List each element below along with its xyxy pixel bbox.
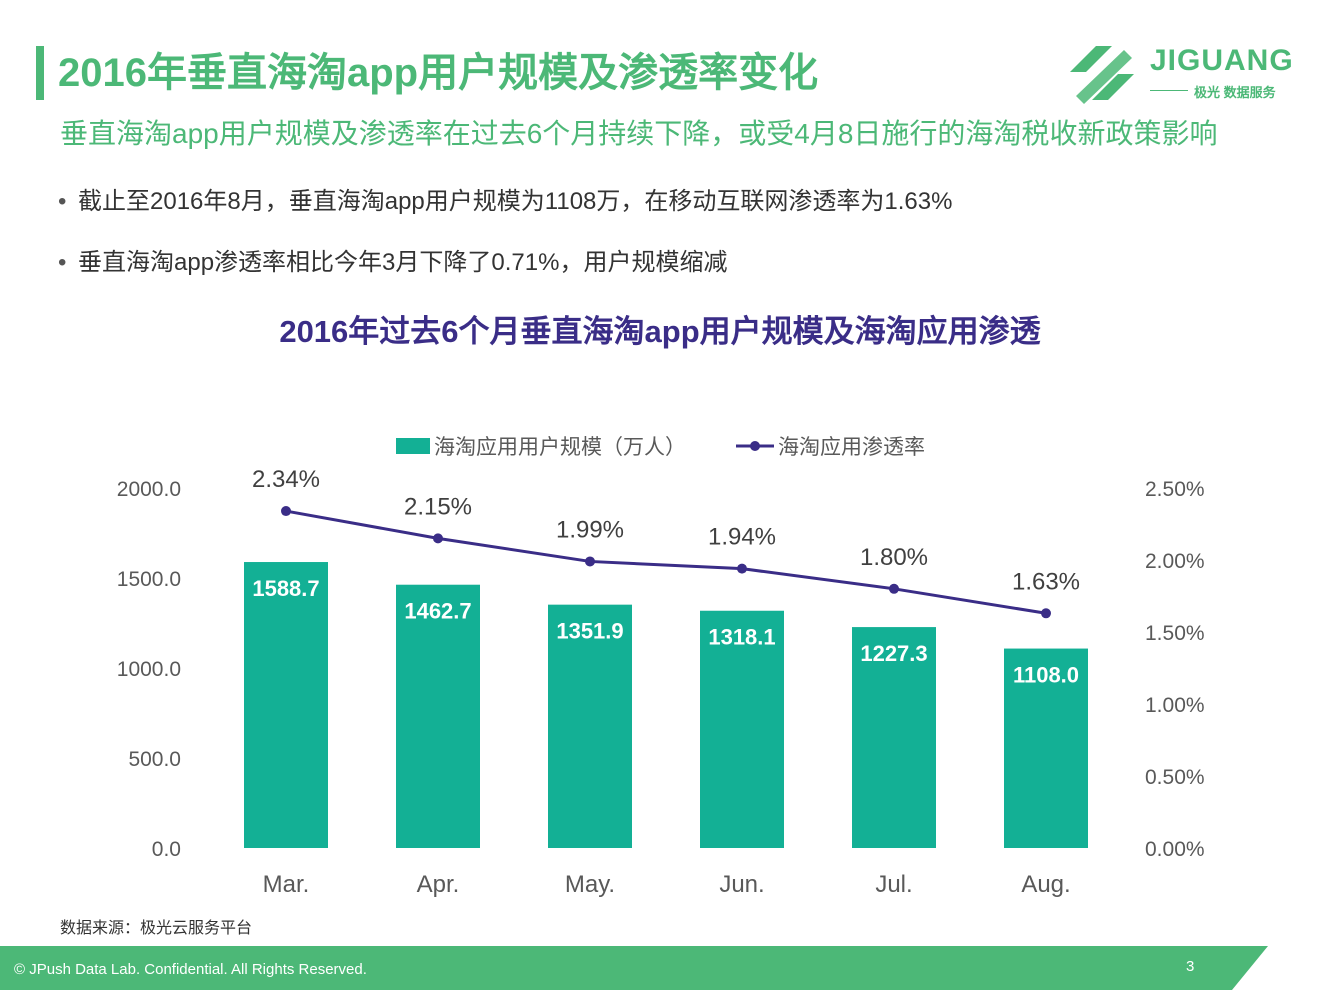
bullet-item: • 截止至2016年8月，垂直海淘app用户规模为1108万，在移动互联网渗透率为… xyxy=(58,180,952,224)
y-right-tick-label: 0.00% xyxy=(1145,838,1205,861)
bar-data-label: 1318.1 xyxy=(708,625,775,650)
line-data-label: 1.63% xyxy=(1012,568,1080,595)
logo-brand: JIGUANG xyxy=(1150,44,1294,77)
footer-band xyxy=(0,946,1268,990)
line-point xyxy=(889,583,899,594)
x-tick-label: Jun. xyxy=(719,871,764,898)
line-data-label: 2.34% xyxy=(252,466,320,493)
y-left-tick-label: 500.0 xyxy=(128,748,181,771)
line-point xyxy=(281,506,291,517)
page-title: 2016年垂直海淘app用户规模及渗透率变化 xyxy=(58,51,819,95)
y-right-tick-label: 0.50% xyxy=(1145,766,1205,789)
y-left-tick-label: 0.0 xyxy=(152,838,181,861)
title-accent-bar xyxy=(36,46,44,100)
page-number: 3 xyxy=(1186,958,1195,975)
y-right-tick-label: 1.50% xyxy=(1145,622,1205,645)
data-source: 数据来源：极光云服务平台 xyxy=(60,920,253,937)
legend-bar-swatch xyxy=(396,438,430,454)
line-point xyxy=(433,533,443,544)
x-tick-label: Aug. xyxy=(1021,871,1070,898)
bar-data-label: 1108.0 xyxy=(1013,663,1079,688)
y-right-tick-label: 1.00% xyxy=(1145,694,1205,717)
bar-data-label: 1462.7 xyxy=(404,599,471,624)
jiguang-logo-icon xyxy=(1070,46,1134,104)
y-right-tick-label: 2.50% xyxy=(1145,478,1205,501)
line-data-label: 2.15% xyxy=(404,493,472,520)
penetration-line xyxy=(285,509,1047,615)
footer-copyright: © JPush Data Lab. Confidential. All Righ… xyxy=(14,961,367,978)
x-tick-label: May. xyxy=(565,871,615,898)
jiguang-logo: JIGUANG 极光 数据服务 xyxy=(1066,42,1293,106)
legend-line-label: 海淘应用渗透率 xyxy=(778,436,925,459)
logo-tagline: 极光 数据服务 xyxy=(1194,85,1276,100)
page-subtitle: 垂直海淘app用户规模及渗透率在过去6个月持续下降，或受4月8日施行的海淘税收新… xyxy=(60,118,1218,149)
line-point xyxy=(737,563,747,574)
x-tick-label: Jul. xyxy=(875,871,912,898)
y-left-tick-label: 2000.0 xyxy=(117,478,181,501)
bar xyxy=(244,562,328,848)
y-right-tick-label: 2.00% xyxy=(1145,550,1205,573)
line-point xyxy=(585,556,595,567)
bar-data-label: 1227.3 xyxy=(860,641,927,666)
bar xyxy=(852,627,936,848)
bullet-dot: • xyxy=(58,249,67,276)
line-data-label: 1.94% xyxy=(708,524,776,551)
bar-data-label: 1351.9 xyxy=(556,619,623,644)
legend-bar-label: 海淘应用用户规模（万人） xyxy=(434,436,686,459)
bullet-dot: • xyxy=(58,188,67,215)
bullet-list: • 截止至2016年8月，垂直海淘app用户规模为1108万，在移动互联网渗透率为… xyxy=(58,180,952,302)
bar xyxy=(1004,648,1088,848)
x-tick-label: Apr. xyxy=(417,871,460,898)
x-tick-label: Mar. xyxy=(263,871,310,898)
line-data-label: 1.80% xyxy=(860,544,928,571)
bullet-text: 垂直海淘app渗透率相比今年3月下降了0.71%，用户规模缩减 xyxy=(78,249,728,276)
bullet-text: 截止至2016年8月，垂直海淘app用户规模为1108万，在移动互联网渗透率为1… xyxy=(78,188,953,215)
y-left-tick-label: 1000.0 xyxy=(117,658,181,681)
footer-bar: © JPush Data Lab. Confidential. All Righ… xyxy=(0,946,1320,990)
bar-data-label: 1588.7 xyxy=(252,576,319,601)
bar xyxy=(396,584,480,848)
bar xyxy=(548,604,632,848)
legend-line-marker xyxy=(750,441,760,451)
y-left-tick-label: 1500.0 xyxy=(117,568,181,591)
line-data-label: 1.99% xyxy=(556,516,624,543)
bullet-item: • 垂直海淘app渗透率相比今年3月下降了0.71%，用户规模缩减 xyxy=(58,241,952,285)
bar xyxy=(700,610,784,848)
chart-title: 2016年过去6个月垂直海淘app用户规模及海淘应用渗透 xyxy=(279,314,1041,349)
logo-divider xyxy=(1150,90,1188,91)
line-point xyxy=(1041,608,1051,619)
